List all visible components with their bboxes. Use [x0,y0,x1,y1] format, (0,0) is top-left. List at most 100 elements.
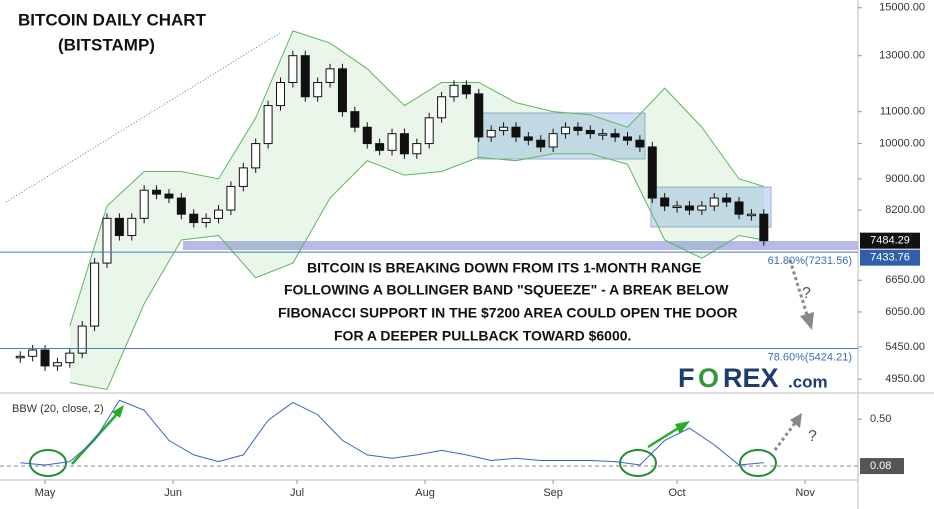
chart-title: (BITSTAMP) [58,35,155,54]
x-tick-label: Jul [290,487,304,499]
price-line-label: 7433.76 [870,252,910,264]
candle [238,167,248,187]
annotation: BITCOIN IS BREAKING DOWN FROM ITS 1-MONT… [307,260,701,276]
logo: O [698,363,719,393]
candle [275,81,285,107]
y2-tick-label: 0.50 [870,413,891,425]
y-tick-label: 8200.00 [885,204,925,216]
candle [461,84,471,95]
candle [437,96,447,119]
annotation-marks [29,405,802,477]
arrow-head [800,312,814,330]
candle [759,213,769,242]
candle [325,68,335,83]
candle [189,213,199,224]
fib-label: 61.80%(7231.56) [768,255,852,267]
price-line-box [860,249,920,266]
candle [337,68,347,113]
logo: REX [723,363,779,393]
candle [573,126,583,131]
candle [449,84,459,98]
candle [647,146,657,199]
y-tick-label: 4950.00 [885,373,925,385]
annotation: FOLLOWING A BOLLINGER BAND "SQUEEZE" - A… [284,282,729,298]
candle [102,217,112,264]
candle [598,133,608,136]
candle [127,217,137,237]
circle [619,449,657,477]
lower-band [69,153,764,391]
arrow [71,412,119,465]
chart-title: BITCOIN DAILY CHART [18,10,207,29]
arrow [788,259,810,319]
arrow-head [790,413,802,428]
baseline-box [860,458,904,475]
y-tick-label: 5450.00 [885,341,925,353]
annotation: FOR A DEEPER PULLBACK TOWARD $6000. [334,328,631,344]
candle [176,197,186,215]
candle [139,189,149,219]
candle [424,117,434,145]
last-price-box [860,232,920,249]
support-zone [183,241,858,250]
candle [697,205,707,211]
x-tick-label: Oct [669,487,686,499]
circle [739,449,777,477]
candle [201,217,211,224]
candle [164,193,174,199]
candle [536,139,546,148]
x-tick-label: May [35,487,56,499]
candle [114,217,124,237]
candle [300,55,310,98]
candle [486,129,496,138]
candle [499,126,509,131]
candle [635,139,645,148]
x-tick-label: Sep [543,487,563,499]
annotation: FIBONACCI SUPPORT IN THE $7200 AREA COUL… [278,305,737,321]
y-tick-label: 10000.00 [879,137,925,149]
candle [610,133,620,138]
candle [585,129,595,135]
candle [313,81,323,98]
candle [561,126,571,135]
candle [412,143,422,155]
logo: F [678,363,695,393]
arrow [647,425,681,449]
question-mark: ? [802,285,811,302]
arrow-head [112,405,124,418]
band-fill [69,30,764,390]
candle [672,205,682,209]
candle [90,262,100,327]
candle [722,197,732,203]
y-tick-label: 6650.00 [885,274,925,286]
fib-label: 78.60%(5424.21) [768,351,852,363]
indicator-label: BBW (20, close, 2) [12,403,104,415]
candle [263,105,273,145]
candle [734,201,744,215]
candle [28,349,38,357]
candle [709,197,719,207]
candle [40,349,50,367]
candle [288,55,298,83]
y-tick-label: 15000.00 [879,2,925,14]
question-mark: ? [808,428,817,445]
x-tick-label: Nov [795,487,815,499]
candle [214,209,224,219]
circle [29,449,67,477]
candle [387,133,397,151]
baseline-label: 0.08 [870,460,891,472]
candle [660,197,670,207]
candle [350,111,360,128]
plot [15,30,769,391]
candle [226,185,236,211]
candle [474,93,484,138]
x-tick-label: Jun [164,487,182,499]
candle [251,143,261,169]
y-tick-label: 9000.00 [885,173,925,185]
arrow-head [675,421,690,434]
candle [548,133,558,148]
y-tick-label: 11000.00 [880,106,925,118]
candle [15,355,25,359]
candle [375,143,385,151]
